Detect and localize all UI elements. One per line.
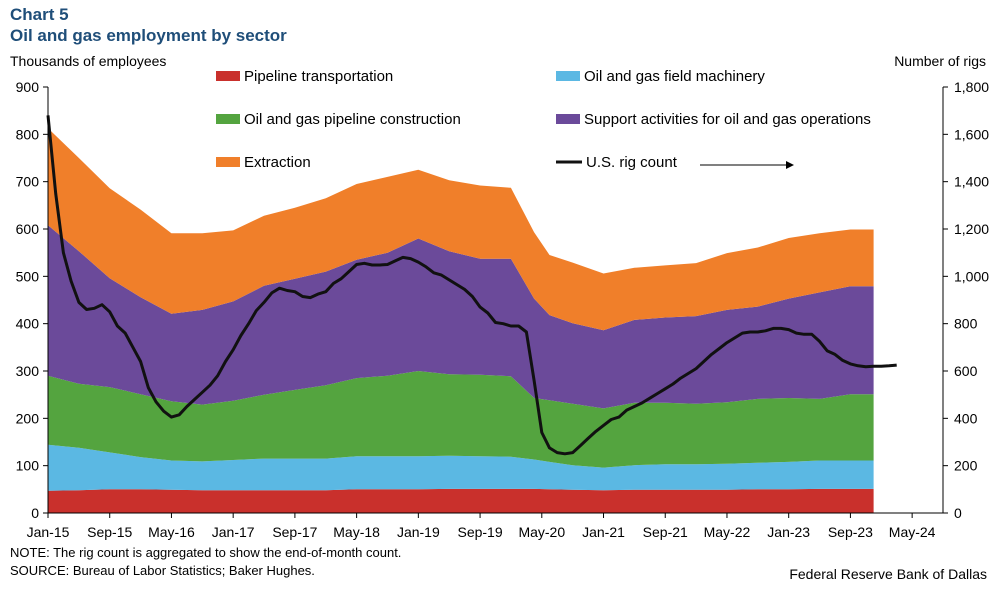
- right-tick-label: 1,200: [954, 221, 989, 237]
- right-tick-label: 200: [954, 458, 978, 474]
- x-tick-label: May-18: [333, 524, 380, 540]
- x-tick-label: Jan-21: [582, 524, 625, 540]
- note-text: NOTE: The rig count is aggregated to sho…: [10, 545, 402, 560]
- left-tick-label: 300: [16, 363, 40, 379]
- left-tick-label: 100: [16, 458, 40, 474]
- x-tick-label: May-22: [704, 524, 751, 540]
- legend-swatch: [556, 71, 580, 81]
- legend-swatch: [216, 71, 240, 81]
- legend-arrow-head: [786, 161, 794, 169]
- left-tick-label: 500: [16, 268, 40, 284]
- chart-title: Oil and gas employment by sector: [10, 26, 287, 45]
- x-tick-label: Sep-17: [272, 524, 317, 540]
- left-tick-label: 900: [16, 79, 40, 95]
- legend-swatch: [216, 114, 240, 124]
- source-text: SOURCE: Bureau of Labor Statistics; Bake…: [10, 563, 315, 578]
- left-tick-label: 400: [16, 316, 40, 332]
- x-tick-label: Sep-19: [457, 524, 502, 540]
- right-tick-label: 1,800: [954, 79, 989, 95]
- x-tick-label: Jan-19: [397, 524, 440, 540]
- x-tick-label: Sep-15: [87, 524, 132, 540]
- left-tick-label: 0: [31, 505, 39, 521]
- right-tick-label: 1,000: [954, 268, 989, 284]
- x-tick-label: Jan-23: [767, 524, 810, 540]
- left-tick-label: 800: [16, 126, 40, 142]
- legend-swatch: [216, 157, 240, 167]
- area-series-0: [48, 488, 874, 513]
- left-tick-label: 600: [16, 221, 40, 237]
- area-series-1: [48, 444, 874, 491]
- left-axis-label: Thousands of employees: [10, 53, 166, 69]
- right-tick-label: 400: [954, 410, 978, 426]
- legend-label: Support activities for oil and gas opera…: [584, 111, 871, 128]
- x-tick-label: Sep-21: [643, 524, 688, 540]
- rig-count-line: [46, 115, 897, 456]
- legend-label: U.S. rig count: [586, 154, 678, 171]
- legend-label: Oil and gas pipeline construction: [244, 111, 461, 128]
- x-tick-label: Jan-17: [212, 524, 255, 540]
- left-tick-label: 200: [16, 410, 40, 426]
- x-tick-label: Sep-23: [828, 524, 873, 540]
- right-tick-label: 800: [954, 316, 978, 332]
- area-series-4: [48, 128, 874, 331]
- legend-label: Pipeline transportation: [244, 68, 393, 85]
- legend-swatch: [556, 114, 580, 124]
- right-tick-label: 0: [954, 505, 962, 521]
- left-tick-label: 700: [16, 174, 40, 190]
- x-tick-label: May-20: [518, 524, 565, 540]
- area-series-2: [48, 371, 874, 468]
- right-axis-label: Number of rigs: [894, 53, 986, 69]
- x-tick-label: May-24: [889, 524, 936, 540]
- credit-text: Federal Reserve Bank of Dallas: [789, 566, 987, 582]
- x-tick-label: Jan-15: [27, 524, 70, 540]
- right-tick-label: 600: [954, 363, 978, 379]
- legend-label: Oil and gas field machinery: [584, 68, 765, 85]
- legend-label: Extraction: [244, 154, 311, 171]
- chart-number: Chart 5: [10, 5, 69, 24]
- area-series-3: [48, 225, 874, 409]
- right-tick-label: 1,400: [954, 174, 989, 190]
- x-tick-label: May-16: [148, 524, 195, 540]
- right-tick-label: 1,600: [954, 126, 989, 142]
